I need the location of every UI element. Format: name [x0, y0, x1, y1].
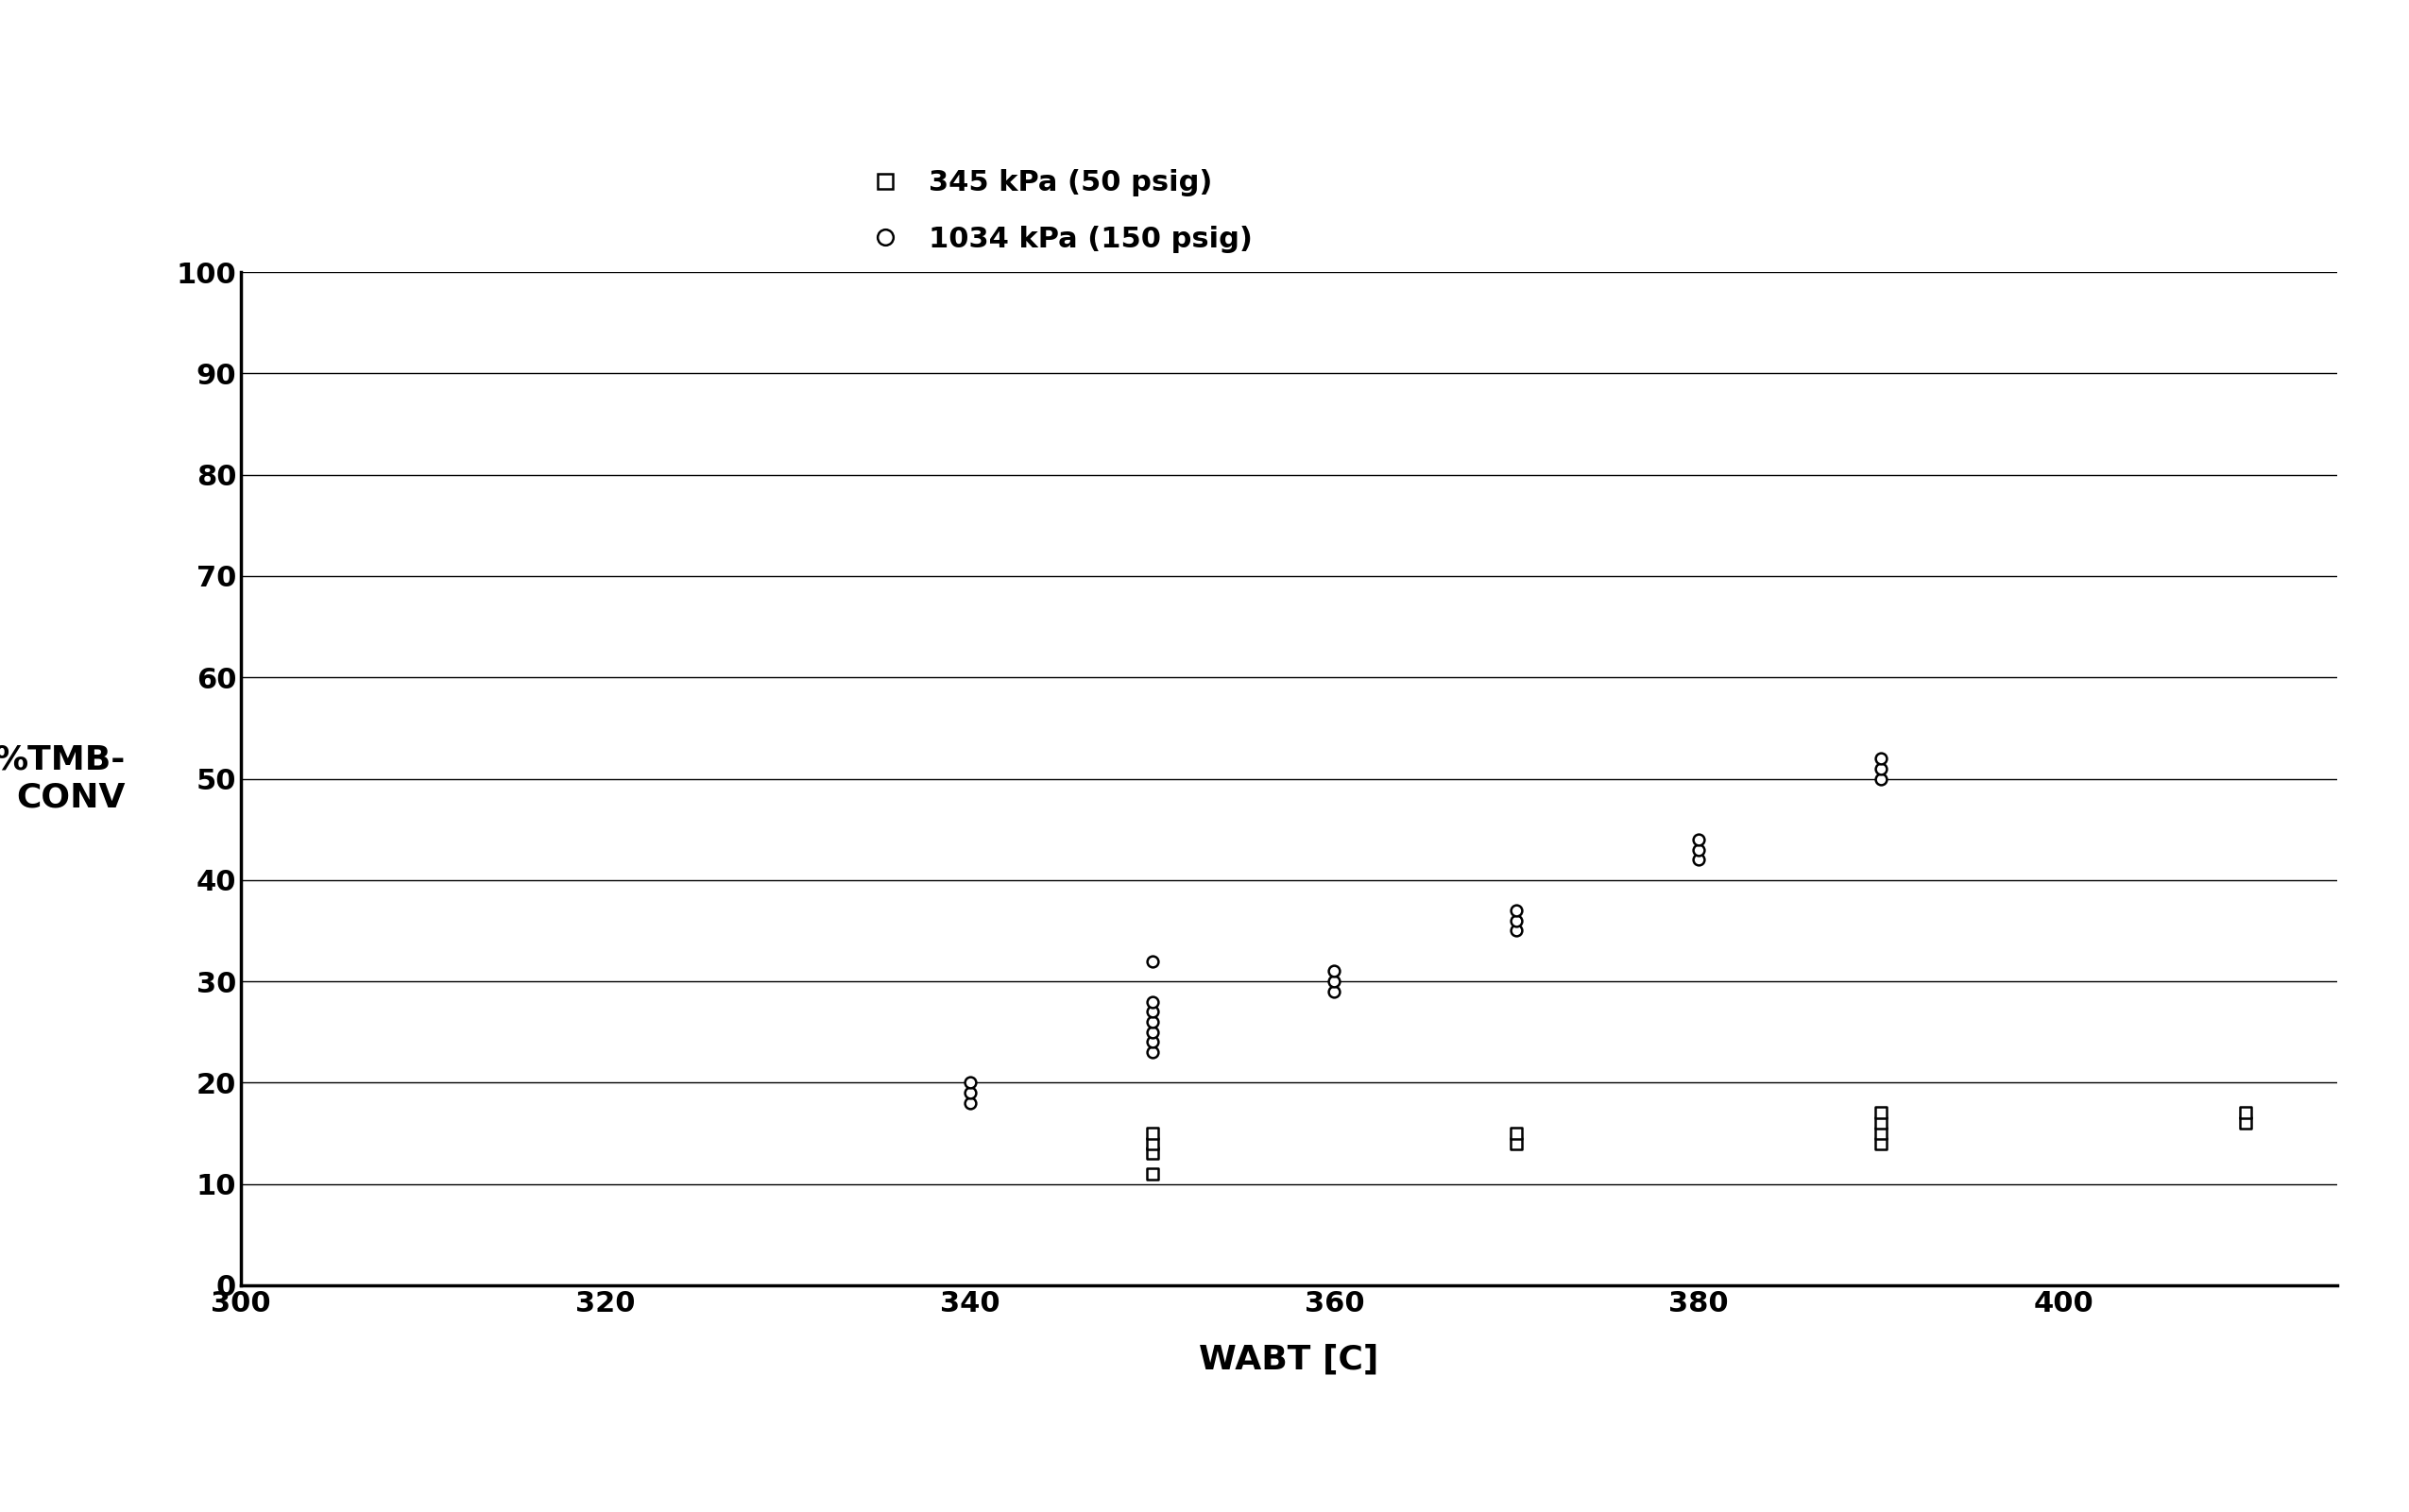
Y-axis label: %TMB-
CONV: %TMB- CONV	[0, 744, 125, 813]
1034 kPa (150 psig)	[1315, 959, 1354, 983]
1034 kPa (150 psig)	[1679, 848, 1718, 872]
1034 kPa (150 psig)	[1498, 898, 1537, 922]
1034 kPa (150 psig)	[1315, 969, 1354, 993]
345 kPa (50 psig)	[2226, 1101, 2264, 1125]
X-axis label: WABT [C]: WABT [C]	[1200, 1344, 1378, 1376]
1034 kPa (150 psig)	[1132, 989, 1171, 1013]
345 kPa (50 psig)	[1862, 1122, 1901, 1146]
345 kPa (50 psig)	[1132, 1161, 1171, 1185]
1034 kPa (150 psig)	[1862, 747, 1901, 771]
1034 kPa (150 psig)	[1862, 756, 1901, 780]
1034 kPa (150 psig)	[1498, 918, 1537, 943]
1034 kPa (150 psig)	[952, 1090, 990, 1114]
Legend: 345 kPa (50 psig), 1034 kPa (150 psig): 345 kPa (50 psig), 1034 kPa (150 psig)	[843, 154, 1267, 268]
345 kPa (50 psig)	[1862, 1101, 1901, 1125]
345 kPa (50 psig)	[1132, 1122, 1171, 1146]
1034 kPa (150 psig)	[1132, 999, 1171, 1024]
1034 kPa (150 psig)	[1132, 950, 1171, 974]
345 kPa (50 psig)	[1132, 1142, 1171, 1166]
345 kPa (50 psig)	[2226, 1111, 2264, 1136]
1034 kPa (150 psig)	[1315, 980, 1354, 1004]
345 kPa (50 psig)	[1862, 1111, 1901, 1136]
1034 kPa (150 psig)	[1132, 1010, 1171, 1034]
1034 kPa (150 psig)	[952, 1070, 990, 1095]
1034 kPa (150 psig)	[1132, 1019, 1171, 1043]
1034 kPa (150 psig)	[1679, 838, 1718, 862]
345 kPa (50 psig)	[1862, 1131, 1901, 1155]
1034 kPa (150 psig)	[1679, 827, 1718, 851]
345 kPa (50 psig)	[1132, 1131, 1171, 1155]
1034 kPa (150 psig)	[1132, 1030, 1171, 1054]
1034 kPa (150 psig)	[952, 1081, 990, 1105]
345 kPa (50 psig)	[1498, 1131, 1537, 1155]
1034 kPa (150 psig)	[1498, 909, 1537, 933]
345 kPa (50 psig)	[1498, 1122, 1537, 1146]
1034 kPa (150 psig)	[1132, 1040, 1171, 1064]
1034 kPa (150 psig)	[1862, 767, 1901, 791]
